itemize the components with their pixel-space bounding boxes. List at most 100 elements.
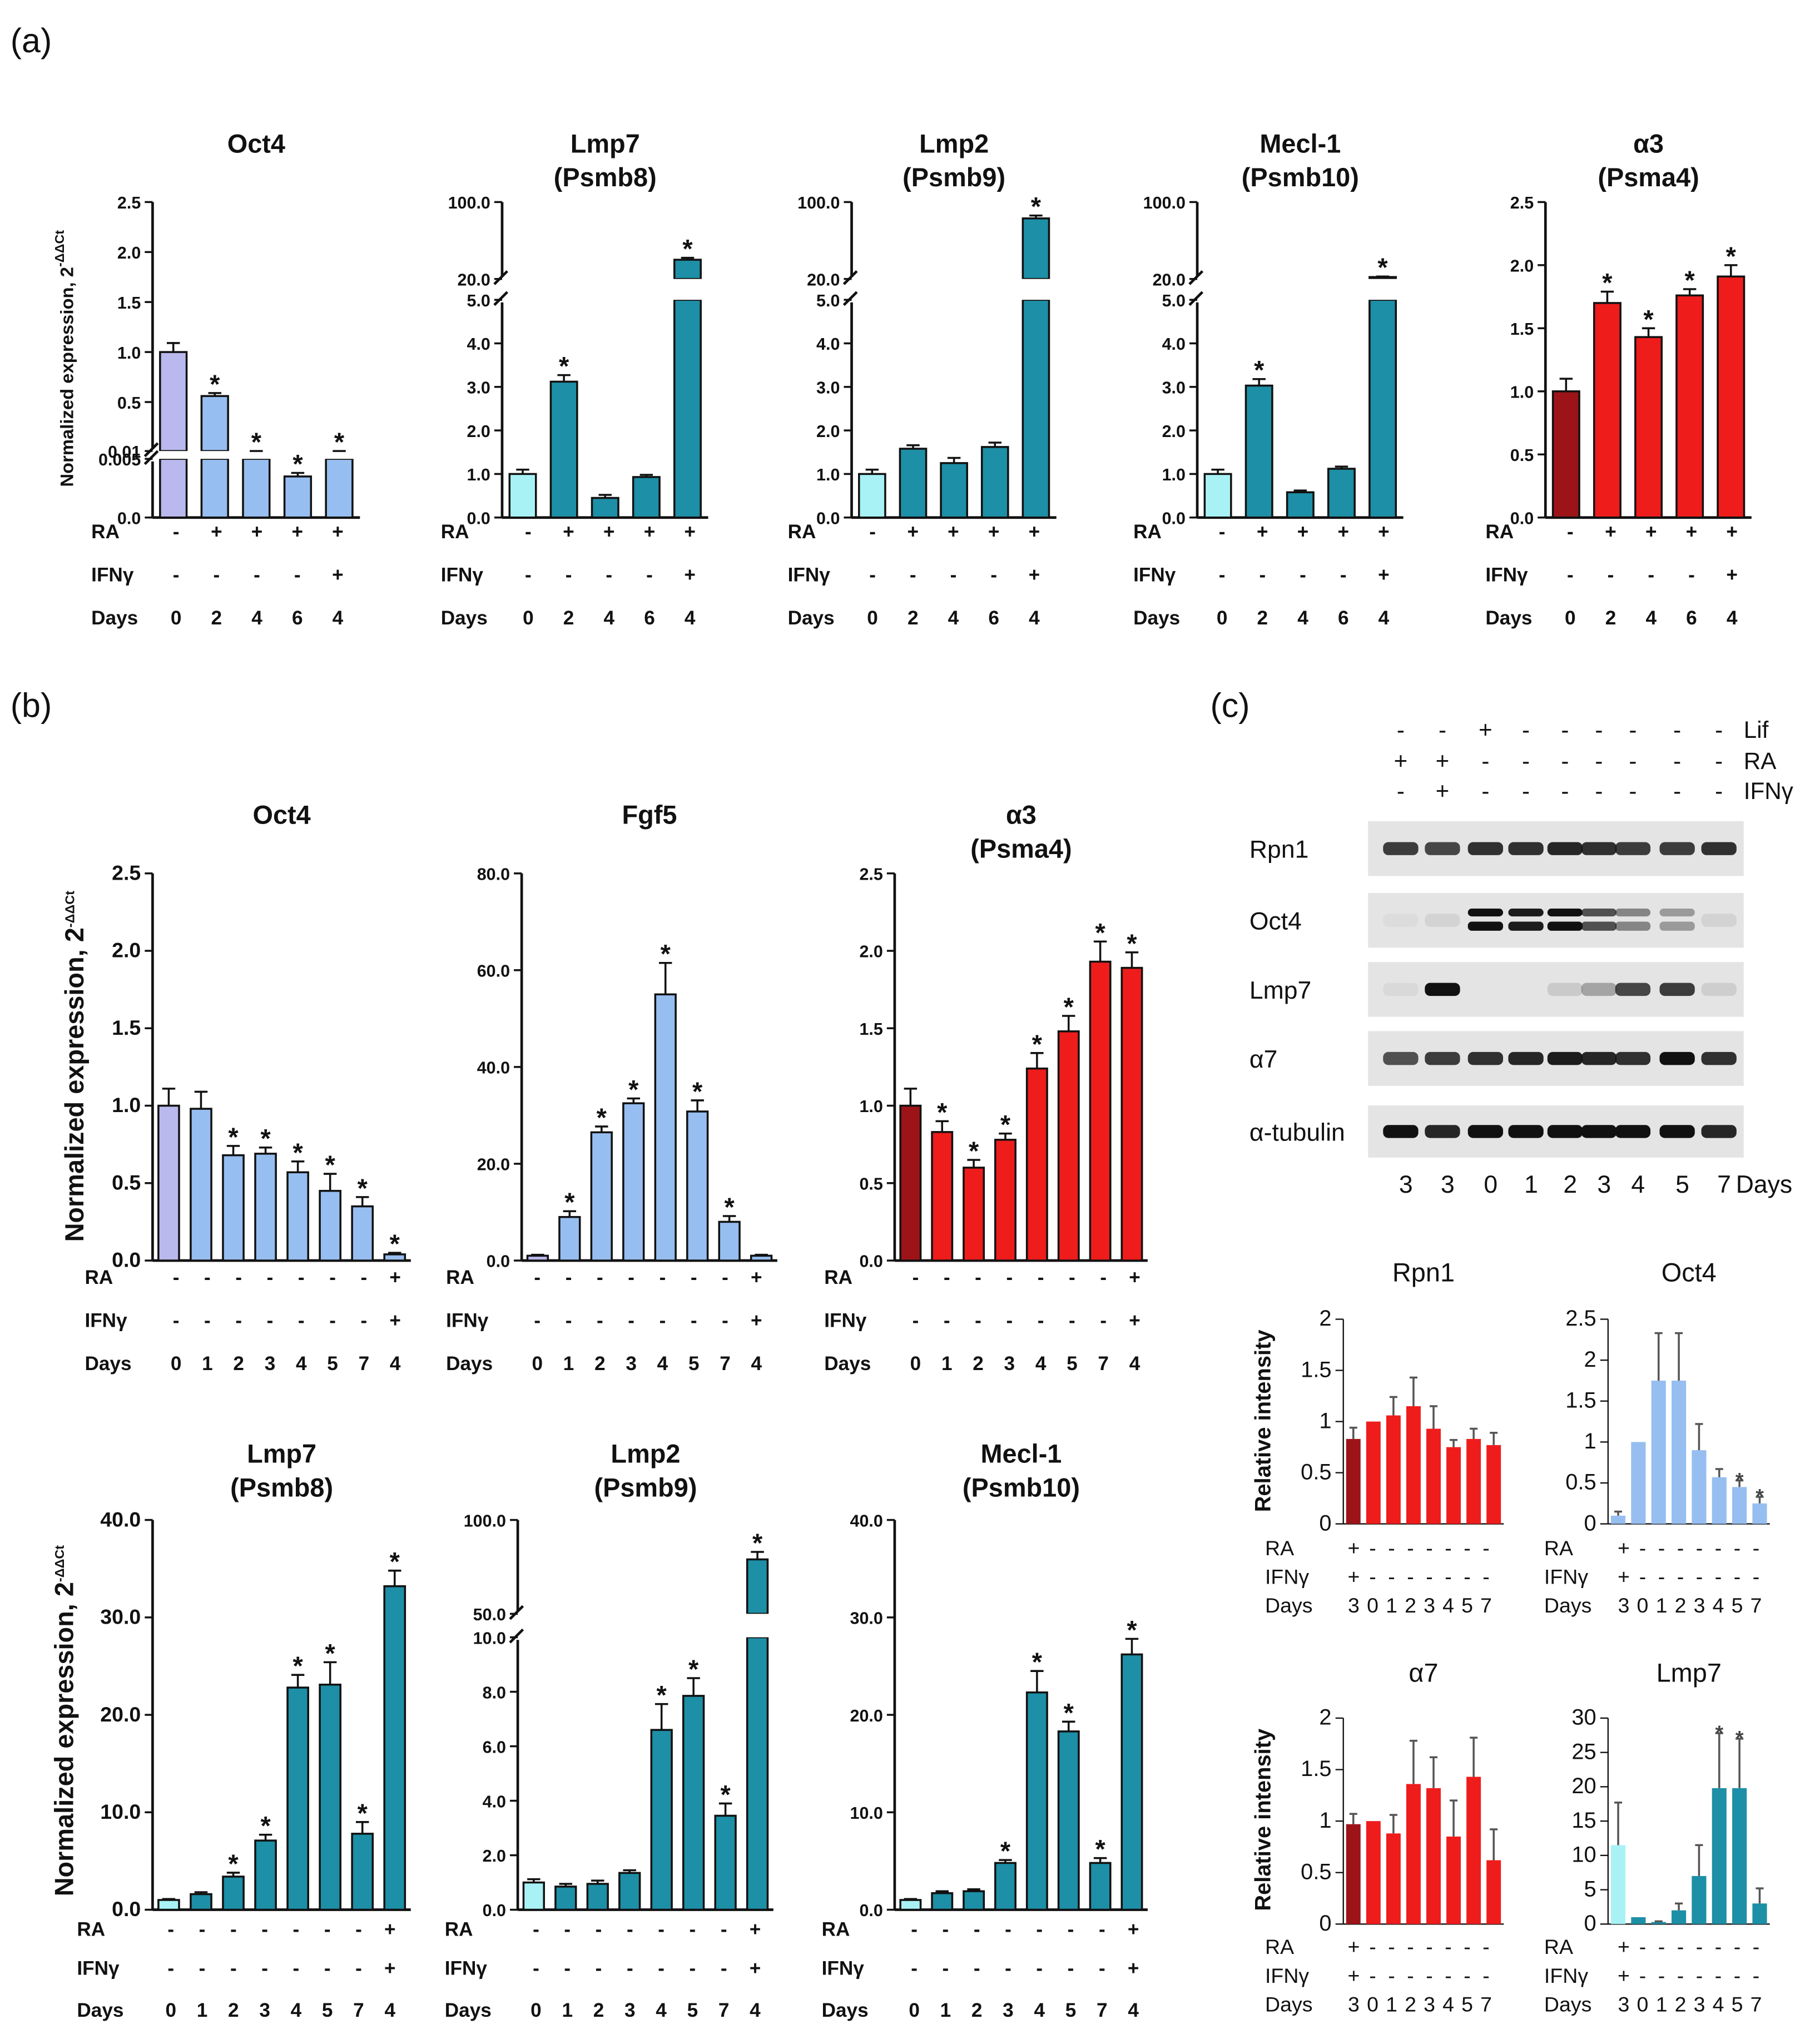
row-cell-ifn: - (1753, 1565, 1760, 1588)
row-cell-ra: - (204, 1267, 211, 1288)
significance-star: * (1254, 356, 1265, 385)
y-axis (842, 202, 858, 518)
bar (963, 1890, 985, 1911)
y-tick-label: 20.0 (850, 1706, 882, 1725)
row-cell-days: 1 (1386, 1594, 1397, 1617)
row-cell-ra: - (869, 521, 876, 543)
row-cell-ra: - (267, 1267, 274, 1288)
row-cell-ifn: - (911, 1958, 918, 1979)
y-tick-label: 2.0 (816, 422, 840, 441)
chart-title: α7 (1409, 1658, 1438, 1687)
row-label-days: Days (77, 2000, 123, 2021)
bar (1486, 1860, 1501, 1924)
row-cell-days: 7 (353, 2000, 364, 2021)
bar (590, 1131, 613, 1262)
row-cell-ra: - (658, 1918, 665, 1940)
bar (591, 497, 619, 519)
band (1701, 842, 1737, 855)
lane-treatment-lif: - (1439, 717, 1446, 743)
y-tick-label: 0.0 (1162, 509, 1186, 528)
row-cell-ifn: - (564, 1958, 571, 1979)
row-cell-ifn: - (627, 1958, 633, 1979)
chart-title: (Psmb8) (230, 1473, 333, 1502)
row-cell-days: 4 (948, 607, 959, 629)
lane-treatment-ra: - (1629, 748, 1637, 774)
row-cell-ra: - (1677, 1536, 1684, 1560)
row-cell-ifn: - (213, 564, 220, 586)
bar (931, 1892, 954, 1911)
bar (1732, 1487, 1747, 1524)
row-cell-ra: + (1726, 521, 1738, 543)
row-cell-ifn: - (298, 1310, 305, 1332)
bar (994, 1862, 1016, 1911)
y-tick-label: 20.0 (458, 270, 490, 289)
row-cell-ra: - (1426, 1935, 1433, 1958)
row-cell-ifn: - (254, 564, 260, 586)
chart-title: Lmp2 (611, 1439, 680, 1468)
bar (1089, 1862, 1112, 1911)
row-cell-days: 2 (1405, 1992, 1416, 2016)
significance-star: * (597, 1103, 607, 1132)
y-tick-label: 0 (1319, 1511, 1331, 1535)
band (1615, 1051, 1651, 1065)
row-cell-ifn: - (1639, 1964, 1647, 1987)
band (1508, 921, 1544, 931)
row-cell-ra: - (1036, 1918, 1043, 1940)
y-tick-label: 0 (1584, 1511, 1596, 1535)
row-cell-ra: - (690, 1918, 696, 1940)
row-cell-ifn: - (1715, 1565, 1722, 1588)
bar (1732, 1788, 1747, 1924)
row-cell-days: 5 (687, 2000, 698, 2021)
y-tick-label: 2 (1319, 1306, 1331, 1331)
lane-treatment-lif: - (1561, 717, 1569, 743)
row-label-ifn: IFNγ (822, 1958, 865, 1979)
bar (1057, 1730, 1080, 1911)
row-cell-days: 5 (1732, 1594, 1743, 1617)
y-tick-label: 1.0 (816, 465, 840, 484)
row-cell-ra: - (1658, 1935, 1665, 1958)
row-cell-ra: - (167, 1918, 174, 1940)
blot-label: α7 (1249, 1046, 1278, 1073)
y-tick-label: 80.0 (477, 865, 510, 884)
row-cell-ifn: - (691, 1310, 697, 1332)
row-label-ifn: IFNγ (445, 1958, 488, 1979)
y-tick-label: 0.0 (112, 1897, 141, 1921)
bar (931, 1131, 954, 1262)
row-label-ra: RA (446, 1267, 474, 1288)
y-tick-label: 1.0 (859, 1097, 882, 1116)
band (1615, 842, 1651, 855)
row-cell-ra: - (293, 1918, 300, 1940)
band (1659, 983, 1695, 996)
row-cell-ra: - (1006, 1267, 1013, 1288)
row-cell-days: 4 (656, 2000, 667, 2021)
band (1547, 983, 1583, 996)
bar (1717, 275, 1746, 519)
bar (858, 473, 886, 519)
bar (242, 458, 271, 519)
significance-star: * (390, 1547, 400, 1576)
row-cell-ifn: - (525, 564, 532, 586)
y-tick-label: 0.0 (859, 1252, 882, 1271)
band (1581, 921, 1617, 931)
bar (714, 1814, 737, 1911)
chart-title: Lmp7 (247, 1439, 316, 1468)
row-cell-ifn: - (1369, 1964, 1376, 1987)
y-tick-label: 40.0 (477, 1059, 510, 1078)
row-cell-days: 5 (322, 2000, 333, 2021)
treatment-label: RA (1744, 748, 1777, 774)
bar (1203, 473, 1232, 519)
bar (1426, 1428, 1441, 1524)
y-axis (1188, 202, 1204, 518)
row-cell-days: 2 (1675, 1992, 1687, 2016)
bar (254, 1839, 277, 1911)
row-label-days: Days (788, 607, 835, 629)
row-label-ra: RA (1485, 521, 1514, 543)
chart-a5: α3 (Psma4) 0.0 0.5 1.0 1.5 2.0 2.5 * * * * RA - + + + + IF… (1485, 129, 1752, 629)
bar (319, 1189, 342, 1262)
panel-label-a: (a) (11, 22, 52, 59)
bar (1366, 1821, 1381, 1924)
lane-treatment-ra: - (1481, 748, 1489, 774)
row-cell-days: 0 (867, 607, 878, 629)
band (1581, 842, 1617, 855)
chart-title: Lmp2 (919, 129, 989, 158)
